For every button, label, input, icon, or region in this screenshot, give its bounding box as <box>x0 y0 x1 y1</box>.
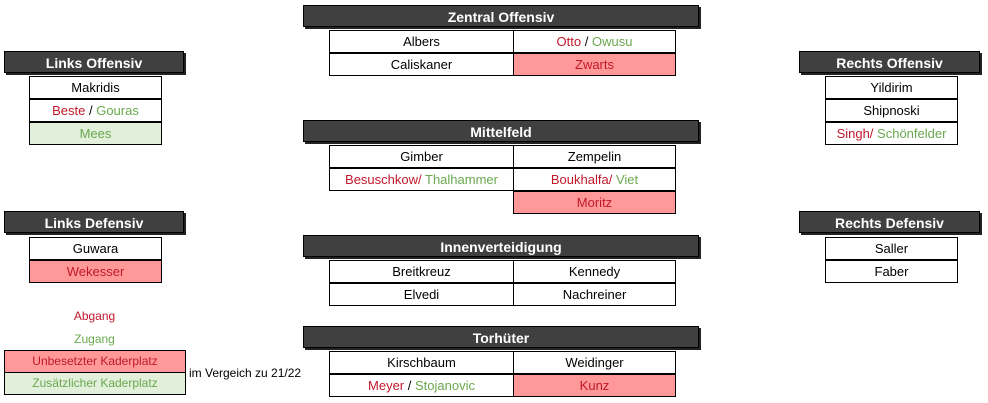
innenverteidigung-player-cell: Kennedy <box>513 260 676 283</box>
player-name: Breitkreuz <box>392 264 451 279</box>
innenverteidigung-player-cell: Elvedi <box>329 283 514 306</box>
player-name: Viet <box>612 172 639 187</box>
player-name: Schönfelder <box>873 126 947 141</box>
rechts-offensiv-header: Rechts Offensiv <box>799 51 980 73</box>
player-name: Otto <box>556 34 582 49</box>
torhueter-player-cell: Kirschbaum <box>329 351 514 374</box>
legend-zugang: Zugang <box>74 332 115 346</box>
mittelfeld-player-cell: Zempelin <box>513 145 676 168</box>
player-name: Beste <box>52 103 86 118</box>
player-name: Elvedi <box>403 287 440 302</box>
torhueter-header: Torhüter <box>303 326 699 348</box>
player-name: Weidinger <box>565 355 624 370</box>
player-name: Saller <box>874 241 909 256</box>
player-name: Kennedy <box>568 264 621 279</box>
player-name: Besuschkow/ <box>345 172 422 187</box>
player-name: Boukhalfa/ <box>550 172 613 187</box>
player-name: Zempelin <box>567 149 622 164</box>
zentral-offensiv-player-cell: Zwarts <box>513 53 676 76</box>
zentral-offensiv-header: Zentral Offensiv <box>303 5 699 27</box>
player-name: Nachreiner <box>562 287 627 302</box>
player-name: Singh/ <box>836 126 874 141</box>
player-name: Mees <box>79 126 112 141</box>
player-name: Makridis <box>71 80 120 95</box>
mittelfeld-player-cell: Moritz <box>513 191 676 214</box>
links-offensiv-player-cell: Mees <box>29 122 162 145</box>
mittelfeld-player-cell: Besuschkow/ Thalhammer <box>329 168 514 191</box>
legend-unbesetzt: Unbesetzter Kaderplatz <box>4 350 186 373</box>
player-name: Kirschbaum <box>387 355 456 370</box>
links-defensiv-player-cell: Guwara <box>29 237 162 260</box>
rechts-offensiv-player-cell: Singh/ Schönfelder <box>825 122 958 145</box>
player-name: / <box>581 34 592 49</box>
legend-abgang: Abgang <box>73 309 116 323</box>
links-offensiv-player-cell: Makridis <box>29 76 162 99</box>
player-name: Wekesser <box>66 264 125 279</box>
player-name: Shipnoski <box>863 103 920 118</box>
player-name: Caliskaner <box>390 57 453 72</box>
innenverteidigung-player-cell: Nachreiner <box>513 283 676 306</box>
player-name: Moritz <box>576 195 613 210</box>
rechts-defensiv-player-cell: Faber <box>825 260 958 283</box>
player-name: Faber <box>874 264 909 279</box>
player-name: Guwara <box>72 241 119 256</box>
player-name: Kunz <box>579 378 610 393</box>
rechts-offensiv-player-cell: Shipnoski <box>825 99 958 122</box>
zentral-offensiv-player-cell: Caliskaner <box>329 53 514 76</box>
zentral-offensiv-player-cell: Otto / Owusu <box>513 30 676 53</box>
torhueter-player-cell: Kunz <box>513 374 676 397</box>
player-name: Stojanovic <box>414 378 475 393</box>
player-name: / <box>85 103 97 118</box>
rechts-offensiv-player-cell: Yildirim <box>825 76 958 99</box>
player-name: Meyer <box>368 378 405 393</box>
legend-zusaetzlich: Zusätzlicher Kaderplatz <box>4 372 186 395</box>
player-name: / <box>404 378 415 393</box>
torhueter-player-cell: Meyer / Stojanovic <box>329 374 514 397</box>
mittelfeld-player-cell: Gimber <box>329 145 514 168</box>
player-name: Yildirim <box>870 80 913 95</box>
player-name: Gouras <box>96 103 139 118</box>
rechts-defensiv-header: Rechts Defensiv <box>799 211 980 233</box>
player-name: Albers <box>403 34 440 49</box>
mittelfeld-header: Mittelfeld <box>303 120 699 142</box>
player-name: Thalhammer <box>421 172 498 187</box>
player-name: Gimber <box>400 149 443 164</box>
rechts-defensiv-player-cell: Saller <box>825 237 958 260</box>
links-offensiv-player-cell: Beste / Gouras <box>29 99 162 122</box>
torhueter-player-cell: Weidinger <box>513 351 676 374</box>
mittelfeld-player-cell: Boukhalfa/ Viet <box>513 168 676 191</box>
legend-note: im Vergeich zu 21/22 <box>189 366 302 380</box>
innenverteidigung-header: Innenverteidigung <box>303 235 699 257</box>
zentral-offensiv-player-cell: Albers <box>329 30 514 53</box>
player-name: Zwarts <box>575 57 614 72</box>
links-offensiv-header: Links Offensiv <box>4 51 184 73</box>
links-defensiv-player-cell: Wekesser <box>29 260 162 283</box>
player-name: Owusu <box>591 34 633 49</box>
links-defensiv-header: Links Defensiv <box>4 211 184 233</box>
innenverteidigung-player-cell: Breitkreuz <box>329 260 514 283</box>
